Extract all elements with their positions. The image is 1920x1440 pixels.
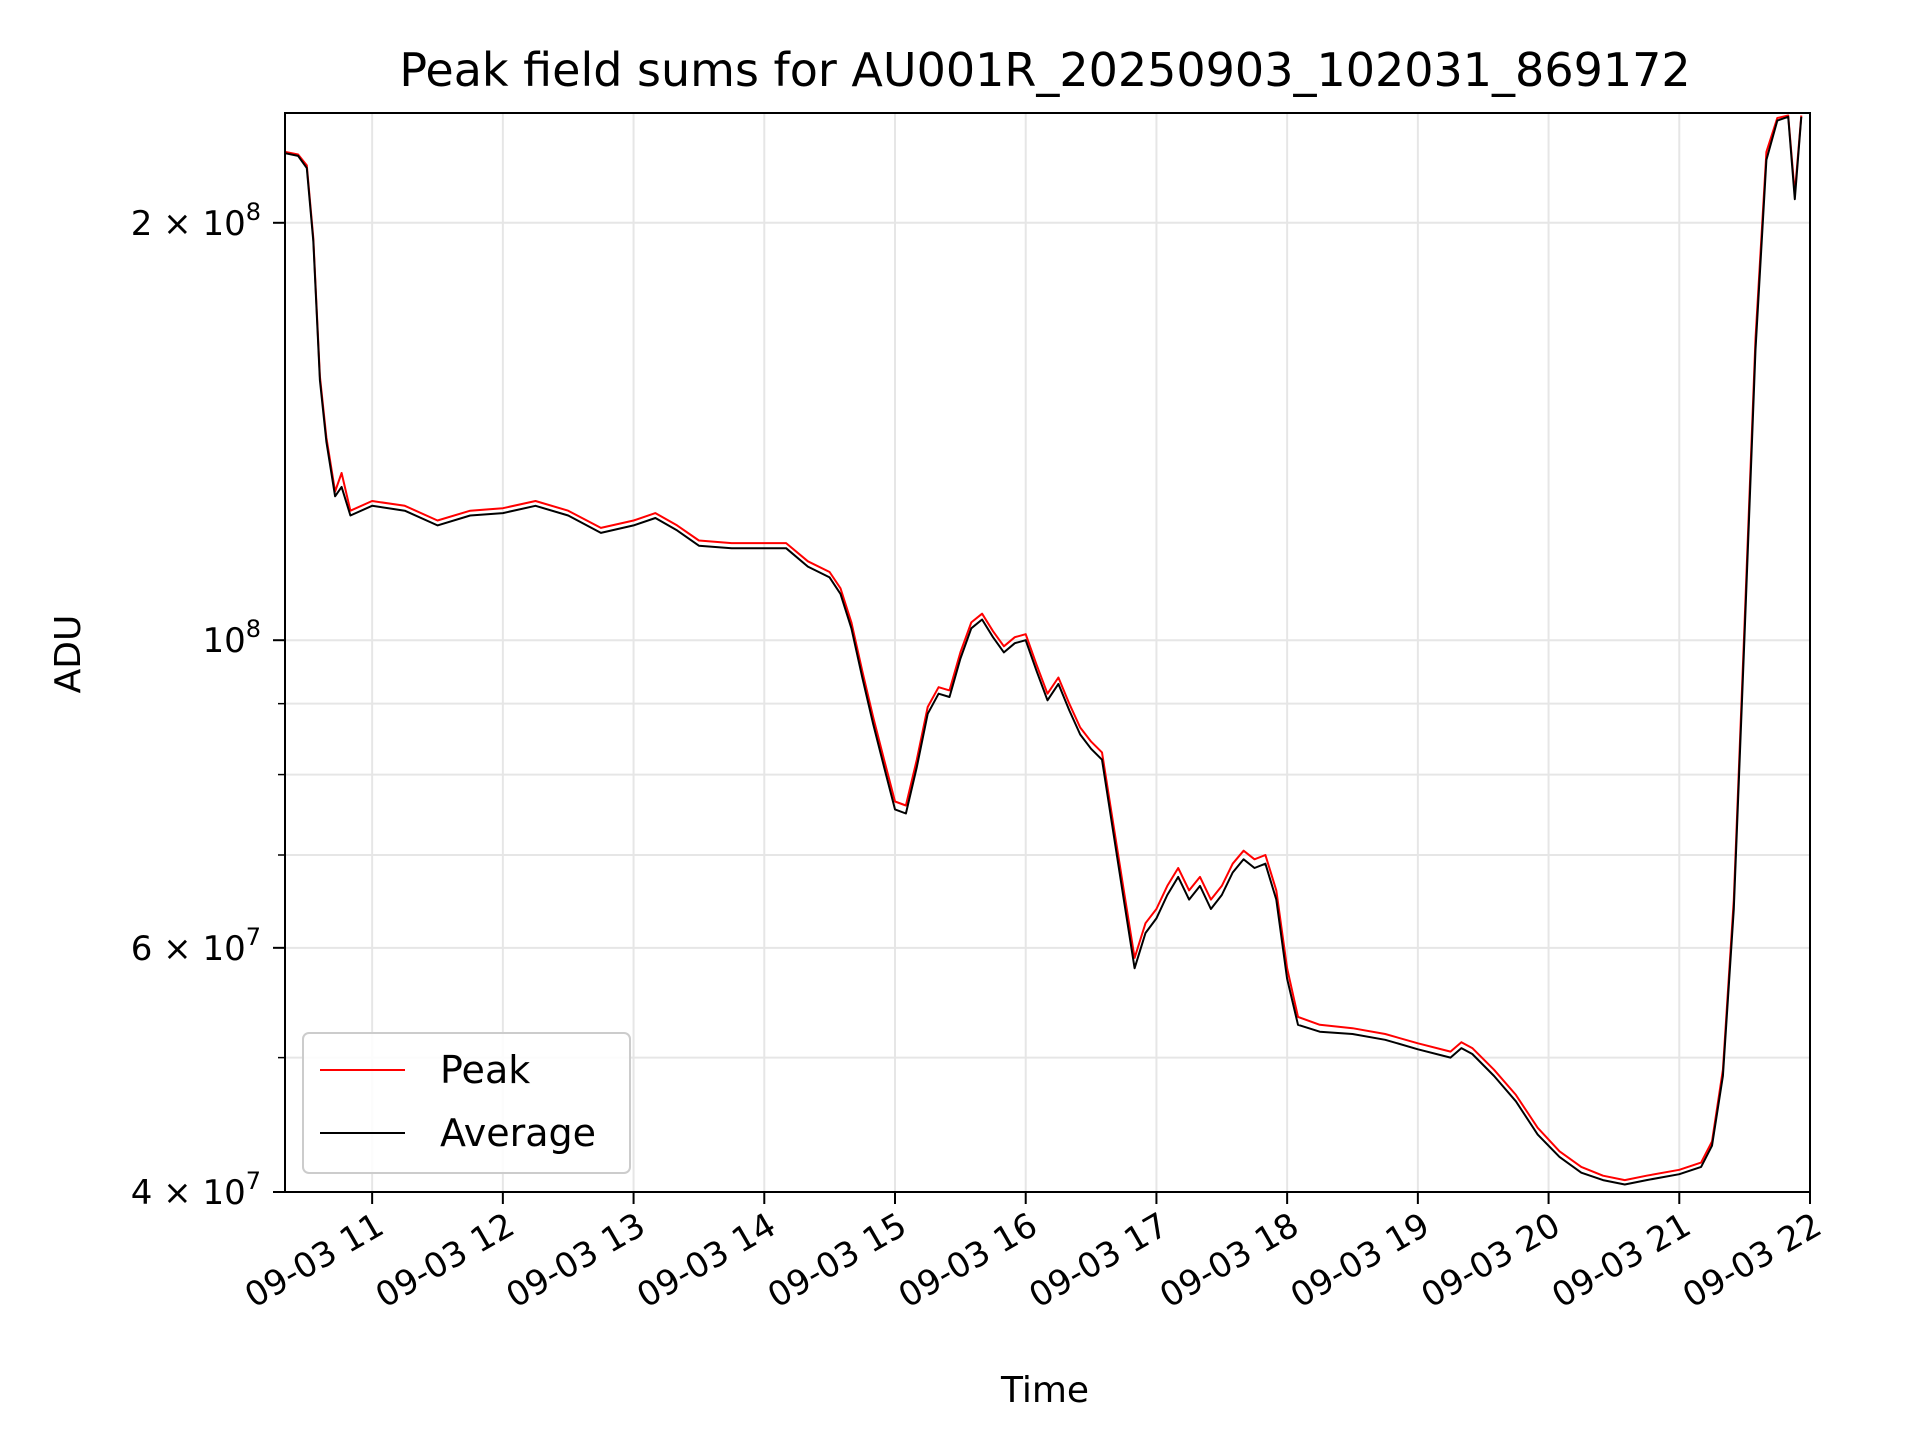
- legend: Peak Average: [302, 1032, 631, 1174]
- legend-label-average: Average: [440, 1111, 596, 1155]
- y-tick-base: 10: [202, 621, 245, 661]
- series-line-average: [284, 115, 1803, 1186]
- y-tick-exponent: 8: [246, 615, 261, 643]
- y-tick-label: 108: [202, 615, 261, 661]
- y-tick-exponent: 7: [246, 923, 261, 951]
- series-line-peak: [284, 114, 1803, 1182]
- y-tick-mantissa: 6: [131, 929, 153, 969]
- y-tick-base: 10: [202, 1173, 245, 1213]
- x-axis-title: Time: [1000, 1370, 1089, 1411]
- y-tick-exponent: 7: [246, 1167, 261, 1195]
- legend-label-peak: Peak: [440, 1048, 530, 1092]
- y-tick-times-sign: ×: [152, 1173, 202, 1213]
- y-tick-exponent: 8: [246, 198, 261, 226]
- y-tick-times-sign: ×: [152, 929, 202, 969]
- plot-area-frame: [284, 112, 1811, 1193]
- y-tick-mantissa: 2: [131, 204, 153, 244]
- y-tick-base: 10: [202, 929, 245, 969]
- legend-box: [302, 1032, 631, 1174]
- y-tick-mantissa: 4: [131, 1173, 153, 1213]
- y-tick-label: 4 × 107: [131, 1167, 261, 1213]
- y-tick-label: 6 × 107: [131, 923, 261, 969]
- chart-title: Peak field sums for AU001R_20250903_1020…: [399, 43, 1690, 97]
- y-axis-title: ADU: [48, 615, 89, 694]
- series-lines: [284, 114, 1803, 1186]
- y-tick-label: 2 × 108: [131, 198, 261, 244]
- y-tick-base: 10: [202, 204, 245, 244]
- y-tick-times-sign: ×: [152, 204, 202, 244]
